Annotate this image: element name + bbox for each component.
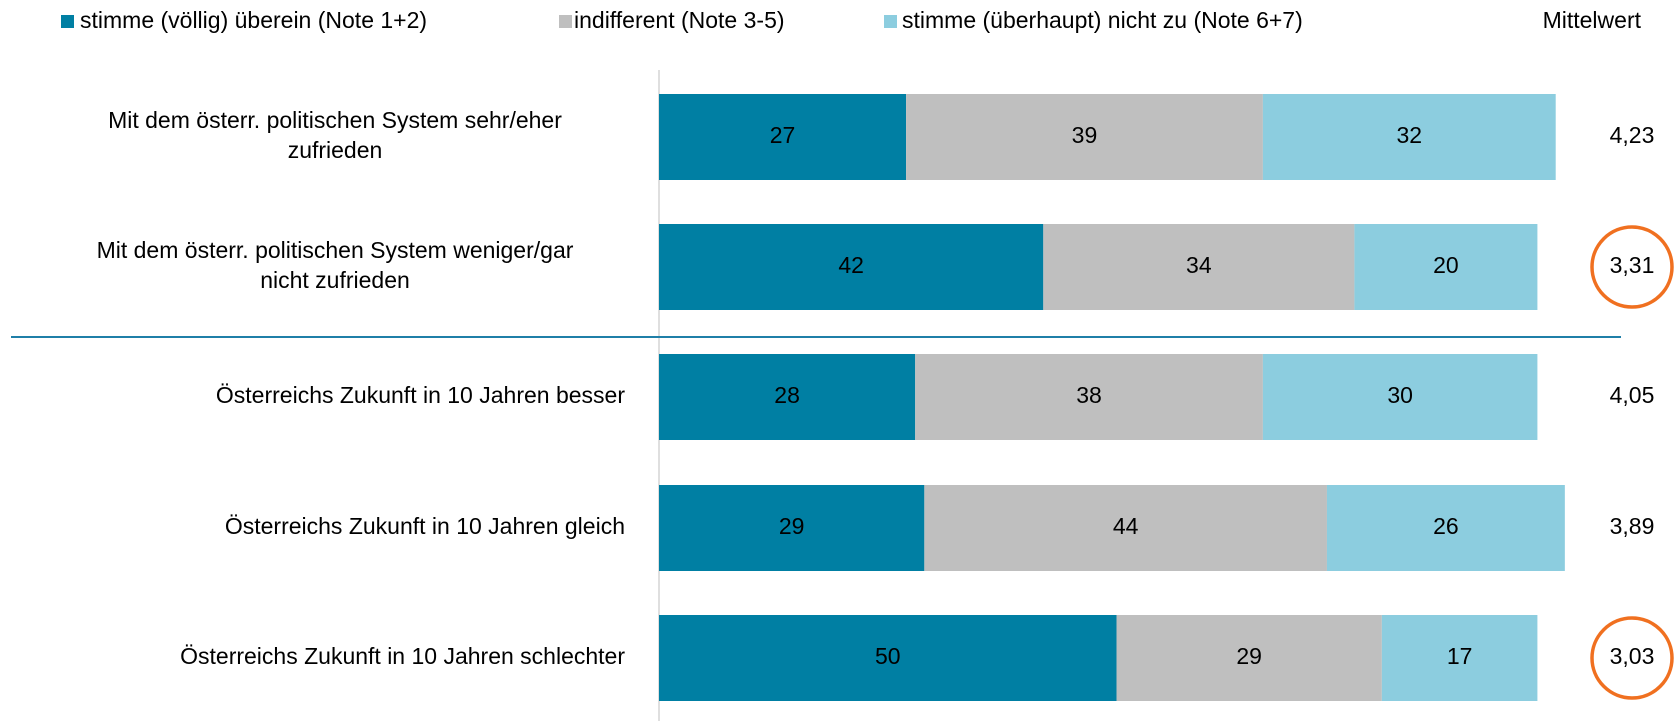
bar-segment	[1381, 615, 1538, 701]
category-label: Mit dem österr. politischen System sehr/…	[108, 107, 562, 133]
bar-segment	[1262, 354, 1538, 440]
value-label: 42	[838, 252, 864, 278]
highlight-circle	[1590, 225, 1674, 309]
legend-marker	[559, 15, 572, 28]
bar-segment	[1043, 224, 1355, 310]
bar-segment	[659, 485, 925, 571]
value-label: 50	[875, 643, 901, 669]
category-label: zufrieden	[288, 137, 383, 163]
category-label: Mit dem österr. politischen System wenig…	[97, 237, 574, 263]
value-label: 44	[1113, 513, 1139, 539]
mean-label: 4,23	[1610, 122, 1655, 148]
value-label: 32	[1397, 122, 1423, 148]
value-label: 34	[1186, 252, 1212, 278]
legend-label: stimme (völlig) überein (Note 1+2)	[80, 7, 427, 33]
mean-label: 3,89	[1610, 513, 1655, 539]
bar-segment	[659, 224, 1044, 310]
bar-segment	[1116, 615, 1382, 701]
value-label: 17	[1447, 643, 1473, 669]
category-label: Österreichs Zukunft in 10 Jahren gleich	[225, 513, 625, 539]
value-label: 26	[1433, 513, 1459, 539]
category-label: Österreichs Zukunft in 10 Jahren besser	[216, 382, 625, 408]
value-label: 29	[1236, 643, 1262, 669]
value-label: 30	[1387, 382, 1413, 408]
legend-marker	[884, 15, 897, 28]
bar-segment	[1354, 224, 1538, 310]
category-label: nicht zufrieden	[260, 267, 410, 293]
legend-marker	[61, 15, 74, 28]
mean-label: 4,05	[1610, 382, 1655, 408]
legend-label: stimme (überhaupt) nicht zu (Note 6+7)	[902, 7, 1303, 33]
bar-segment	[1326, 485, 1565, 571]
bar-segment	[659, 354, 916, 440]
mean-label: 3,31	[1610, 252, 1655, 278]
category-label: Österreichs Zukunft in 10 Jahren schlech…	[180, 643, 625, 669]
bar-segment	[659, 94, 907, 180]
value-label: 27	[770, 122, 796, 148]
bar-segment	[659, 615, 1117, 701]
highlight-circle	[1590, 616, 1674, 700]
legend-label: indifferent (Note 3-5)	[574, 7, 785, 33]
bar-segment	[924, 485, 1327, 571]
bar-segment	[915, 354, 1263, 440]
bar-segment	[1262, 94, 1556, 180]
bar-segment	[906, 94, 1263, 180]
value-label: 29	[779, 513, 805, 539]
value-label: 20	[1433, 252, 1459, 278]
value-label: 28	[774, 382, 800, 408]
value-label: 39	[1072, 122, 1098, 148]
value-label: 38	[1076, 382, 1102, 408]
mean-label: 3,03	[1610, 643, 1655, 669]
mean-header: Mittelwert	[1543, 7, 1642, 33]
